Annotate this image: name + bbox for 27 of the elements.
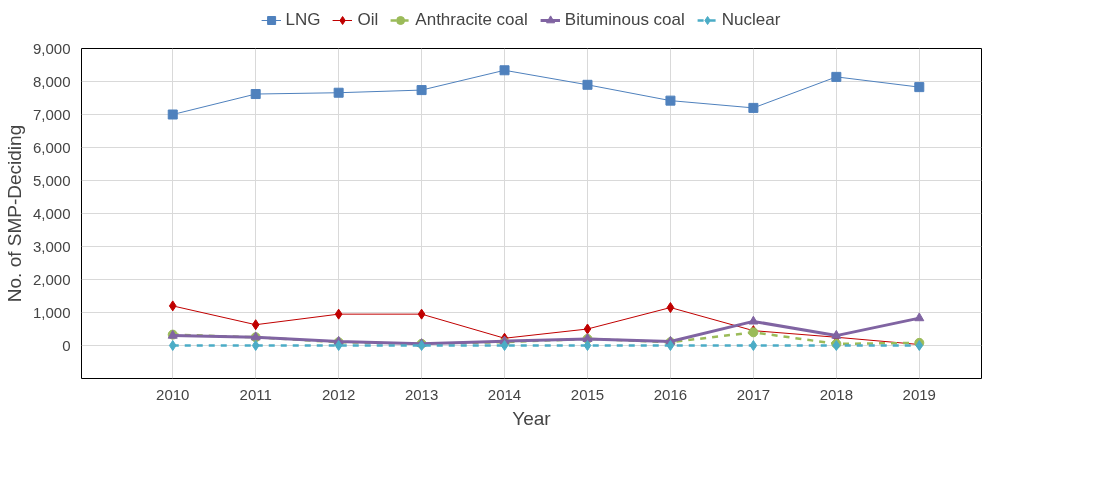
legend-label: Oil [357,10,379,30]
y-tick-label: 6,000 [32,138,71,156]
y-tick-label: 9,000 [32,39,71,57]
y-tick-label: 7,000 [32,105,71,123]
legend-label: LNG [285,10,321,30]
x-tick-label: 2014 [487,385,522,403]
y-tick-label: 3,000 [32,237,71,255]
x-tick-label: 2012 [321,385,356,403]
y-tick-label: 2,000 [32,270,71,288]
legend-label: Bituminous coal [564,10,685,30]
x-tick-label: 2010 [156,385,190,403]
x-tick-label: 2019 [902,385,936,403]
y-tick-label: 8,000 [32,72,71,90]
x-tick-label: 2011 [239,385,272,403]
y-tick-label: 5,000 [32,171,71,189]
y-tick-label: 1,000 [32,303,71,321]
x-tick-label: 2016 [653,385,688,403]
legend-label: Nuclear [721,10,781,30]
x-tick-label: 2018 [819,385,854,403]
y-axis-title: No. of SMP-Deciding [3,124,25,303]
x-axis-title: Year [512,407,552,429]
x-tick-label: 2017 [736,385,771,403]
x-tick-label: 2015 [570,385,605,403]
legend-label: Anthracite coal [415,10,528,30]
y-tick-label: 0 [62,336,71,354]
y-tick-label: 4,000 [32,204,71,222]
x-tick-label: 2013 [404,385,439,403]
